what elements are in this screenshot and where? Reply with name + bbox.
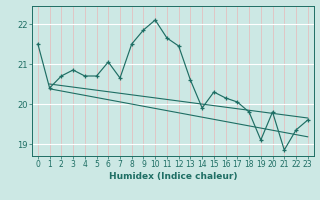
X-axis label: Humidex (Indice chaleur): Humidex (Indice chaleur) bbox=[108, 172, 237, 181]
